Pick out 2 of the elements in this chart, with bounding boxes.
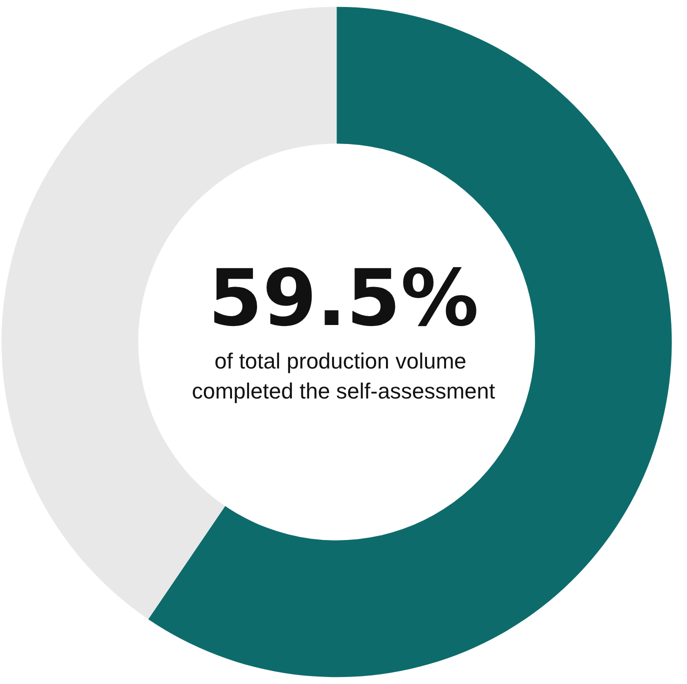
text: of total production volume completed the self-assessment [192, 348, 496, 404]
text: 59.5% [208, 254, 479, 344]
